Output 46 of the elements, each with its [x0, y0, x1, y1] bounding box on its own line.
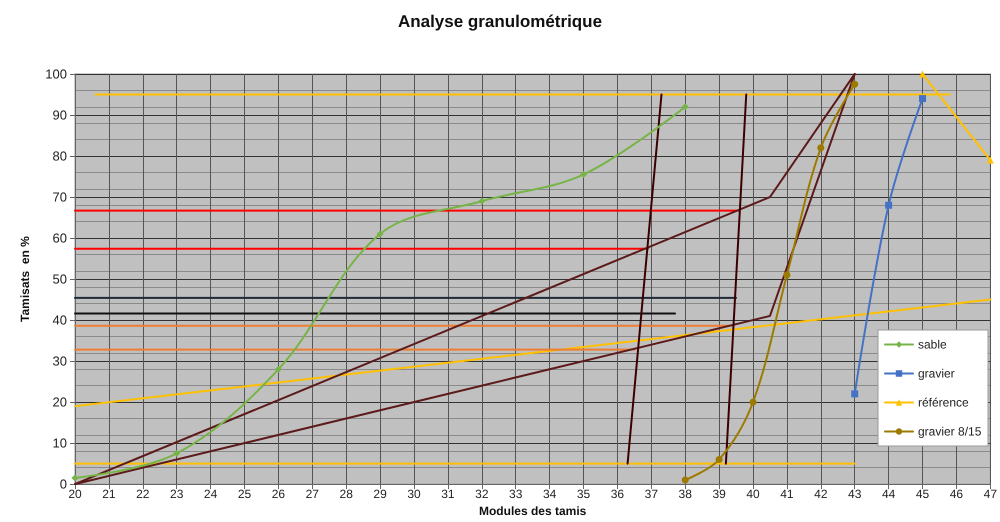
x-tick-label: 28	[340, 487, 354, 502]
y-tick-label: 80	[52, 148, 67, 164]
y-tick-label: 70	[52, 190, 67, 205]
y-axis-title: Tamisats en %	[18, 236, 32, 322]
x-tick-label: 25	[238, 487, 252, 502]
x-tick-label: 26	[272, 487, 286, 502]
y-tick-label: 100	[45, 66, 67, 82]
legend-label: gravier	[918, 366, 955, 380]
x-tick-label: 45	[916, 487, 930, 502]
x-tick-label: 34	[542, 487, 557, 502]
x-tick-label: 32	[475, 487, 489, 502]
x-tick-label: 31	[441, 487, 455, 502]
legend-label: référence	[918, 396, 970, 410]
x-tick-label: 47	[984, 487, 998, 502]
x-tick-label: 35	[576, 487, 591, 502]
legend-label: sable	[918, 338, 948, 352]
x-tick-label: 40	[746, 487, 760, 502]
y-tick-label: 40	[52, 312, 67, 328]
y-tick-label: 20	[52, 394, 67, 410]
x-axis-title: Modules des tamis	[478, 504, 587, 518]
x-tick-label: 42	[814, 487, 828, 502]
y-tick-label: 10	[52, 436, 67, 451]
x-tick-label: 23	[170, 487, 184, 502]
legend-label: gravier 8/15	[918, 424, 982, 438]
x-tick-label: 44	[882, 487, 896, 502]
x-tick-label: 43	[848, 487, 862, 502]
x-tick-label: 21	[102, 487, 116, 502]
x-tick-label: 22	[136, 487, 150, 502]
x-tick-label: 24	[204, 487, 218, 502]
x-tick-label: 39	[712, 487, 726, 502]
x-tick-label: 36	[610, 487, 624, 502]
x-tick-label: 27	[306, 487, 320, 502]
chart-title: Analyse granulométrique	[398, 12, 602, 31]
x-tick-label: 38	[678, 487, 692, 502]
y-tick-label: 90	[52, 108, 67, 123]
x-tick-label: 37	[644, 487, 658, 502]
x-tick-label: 30	[407, 487, 422, 502]
y-tick-label: 30	[52, 354, 67, 369]
x-tick-label: 33	[509, 487, 523, 502]
y-tick-label: 50	[52, 272, 67, 287]
x-tick-label: 46	[950, 487, 964, 502]
y-tick-label: 60	[52, 230, 67, 246]
x-tick-label: 41	[780, 487, 794, 502]
y-tick-label: 0	[60, 476, 67, 492]
x-tick-label: 20	[68, 487, 82, 502]
x-tick-label: 29	[373, 487, 388, 502]
